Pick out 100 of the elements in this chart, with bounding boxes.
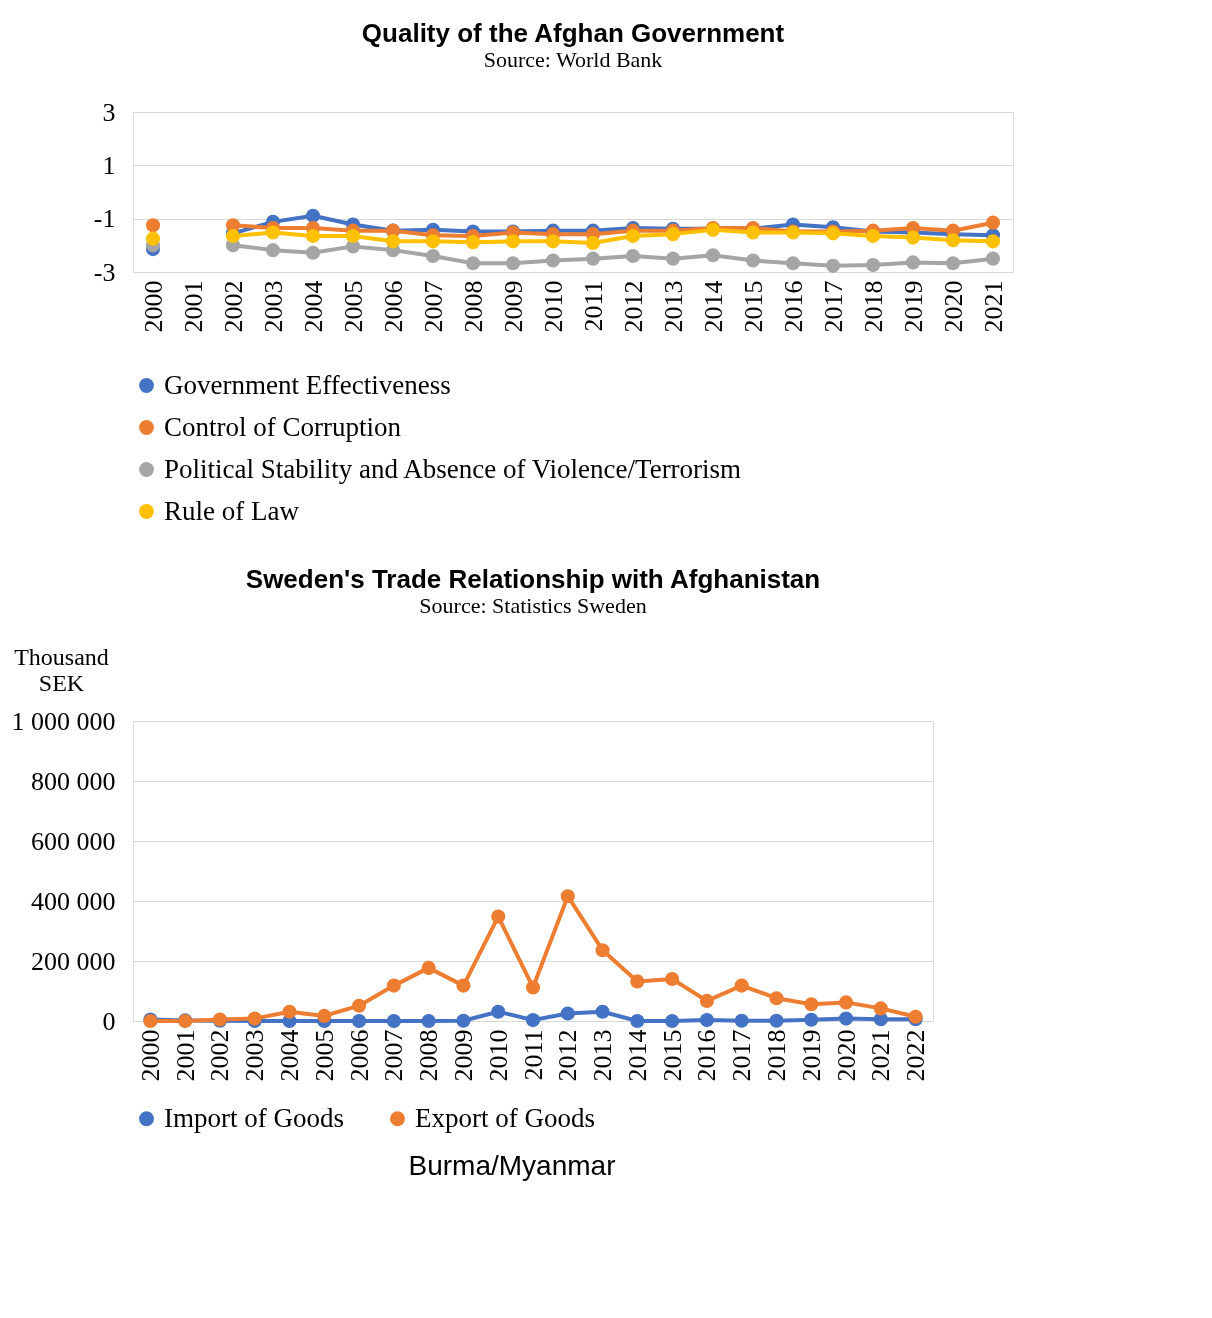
point xyxy=(838,995,854,1010)
x-tick-label: 2003 xyxy=(258,280,288,333)
point xyxy=(525,1013,541,1028)
chart-title: Quality of the Afghan Government xyxy=(361,18,785,48)
point xyxy=(560,889,575,904)
point xyxy=(905,230,921,245)
x-tick-label: 2009 xyxy=(498,280,528,333)
point xyxy=(505,256,521,271)
chart-subtitle: Source: Statistics Sweden xyxy=(419,593,647,618)
x-tick-label: 2004 xyxy=(298,280,328,333)
point xyxy=(385,234,401,249)
point xyxy=(282,1004,297,1019)
point xyxy=(305,245,321,260)
x-tick-label: 2002 xyxy=(205,1029,235,1082)
point xyxy=(665,1013,680,1029)
x-tick-label: 2008 xyxy=(458,280,488,333)
point xyxy=(145,231,161,246)
point xyxy=(699,993,714,1008)
point xyxy=(305,208,321,223)
point xyxy=(734,978,749,993)
y-tick-label: 0 xyxy=(102,1006,116,1036)
point xyxy=(386,1013,401,1029)
point xyxy=(745,253,761,268)
x-tick-label: 2018 xyxy=(858,280,888,333)
x-tick-label: 2014 xyxy=(622,1029,652,1082)
y-tick-label: 3 xyxy=(102,97,116,127)
point xyxy=(625,228,641,244)
text: Burma/Myanmar xyxy=(408,1149,616,1181)
point xyxy=(421,1013,436,1029)
point xyxy=(305,228,321,244)
x-tick-label: 2017 xyxy=(727,1029,757,1082)
x-tick-label: 2011 xyxy=(578,280,608,332)
legend-label: Export of Goods xyxy=(415,1102,595,1133)
point xyxy=(985,215,1001,230)
y-tick-label: 1 000 000 xyxy=(11,706,116,736)
point xyxy=(265,243,281,258)
x-tick-label: 2013 xyxy=(658,280,688,333)
point xyxy=(545,253,561,268)
y-tick-label: 400 000 xyxy=(31,886,116,916)
legend-label: Import of Goods xyxy=(164,1102,344,1133)
point xyxy=(905,255,921,270)
x-tick-label: 2001 xyxy=(170,1029,200,1082)
point xyxy=(425,248,441,264)
point xyxy=(734,1013,749,1028)
x-tick-label: 2019 xyxy=(796,1029,826,1082)
x-tick-label: 2014 xyxy=(698,280,728,333)
point xyxy=(491,1004,506,1019)
point xyxy=(465,256,481,271)
point xyxy=(595,943,610,958)
x-tick-label: 2002 xyxy=(218,280,248,333)
legend-label: Rule of Law xyxy=(164,495,300,526)
point xyxy=(625,248,641,264)
x-tick-label: 2021 xyxy=(978,280,1008,333)
point xyxy=(865,258,881,273)
x-tick-label: 2006 xyxy=(378,280,408,333)
y-tick-label: 200 000 xyxy=(31,946,116,976)
x-tick-label: 2019 xyxy=(898,280,928,333)
x-tick-label: 2013 xyxy=(588,1029,618,1082)
point xyxy=(585,251,601,266)
point xyxy=(945,233,961,248)
chart-title: Sweden's Trade Relationship with Afghanistan xyxy=(245,564,821,594)
x-tick-label: 2015 xyxy=(738,280,768,333)
point xyxy=(421,960,436,975)
x-tick-label: 2001 xyxy=(178,280,208,333)
point xyxy=(785,256,801,271)
x-tick-label: 2005 xyxy=(338,280,368,333)
x-tick-label: 2006 xyxy=(344,1029,374,1082)
point xyxy=(386,978,401,993)
point xyxy=(838,1011,854,1026)
x-tick-label: 2009 xyxy=(448,1029,478,1082)
point xyxy=(630,1013,645,1029)
x-tick-label: 2007 xyxy=(418,280,448,333)
x-tick-label: 2012 xyxy=(553,1029,583,1082)
point xyxy=(560,1006,575,1021)
point xyxy=(769,991,784,1006)
x-tick-label: 2000 xyxy=(138,280,168,333)
point xyxy=(352,998,367,1013)
x-tick-label: 2018 xyxy=(761,1029,791,1082)
point xyxy=(525,980,541,995)
point xyxy=(985,251,1001,266)
point xyxy=(595,1004,610,1019)
point xyxy=(585,235,601,250)
x-tick-label: 2011 xyxy=(518,1029,548,1081)
x-tick-label: 2020 xyxy=(831,1029,861,1082)
legend-label: Political Stability and Absence of Violence/Terrorism xyxy=(164,453,742,484)
point xyxy=(456,1013,471,1028)
x-tick-label: 2008 xyxy=(414,1029,444,1082)
point xyxy=(699,1013,714,1028)
point xyxy=(873,1001,888,1016)
point xyxy=(745,225,761,240)
point xyxy=(265,225,281,240)
x-tick-label: 2016 xyxy=(778,280,808,333)
y-tick-label: 1 xyxy=(102,150,116,180)
point xyxy=(145,218,161,233)
x-tick-label: 2017 xyxy=(818,280,848,333)
y-axis-title: Thousand SEK xyxy=(14,643,109,696)
point xyxy=(317,1008,332,1023)
point xyxy=(705,248,721,263)
point xyxy=(665,227,681,242)
point xyxy=(665,971,680,987)
